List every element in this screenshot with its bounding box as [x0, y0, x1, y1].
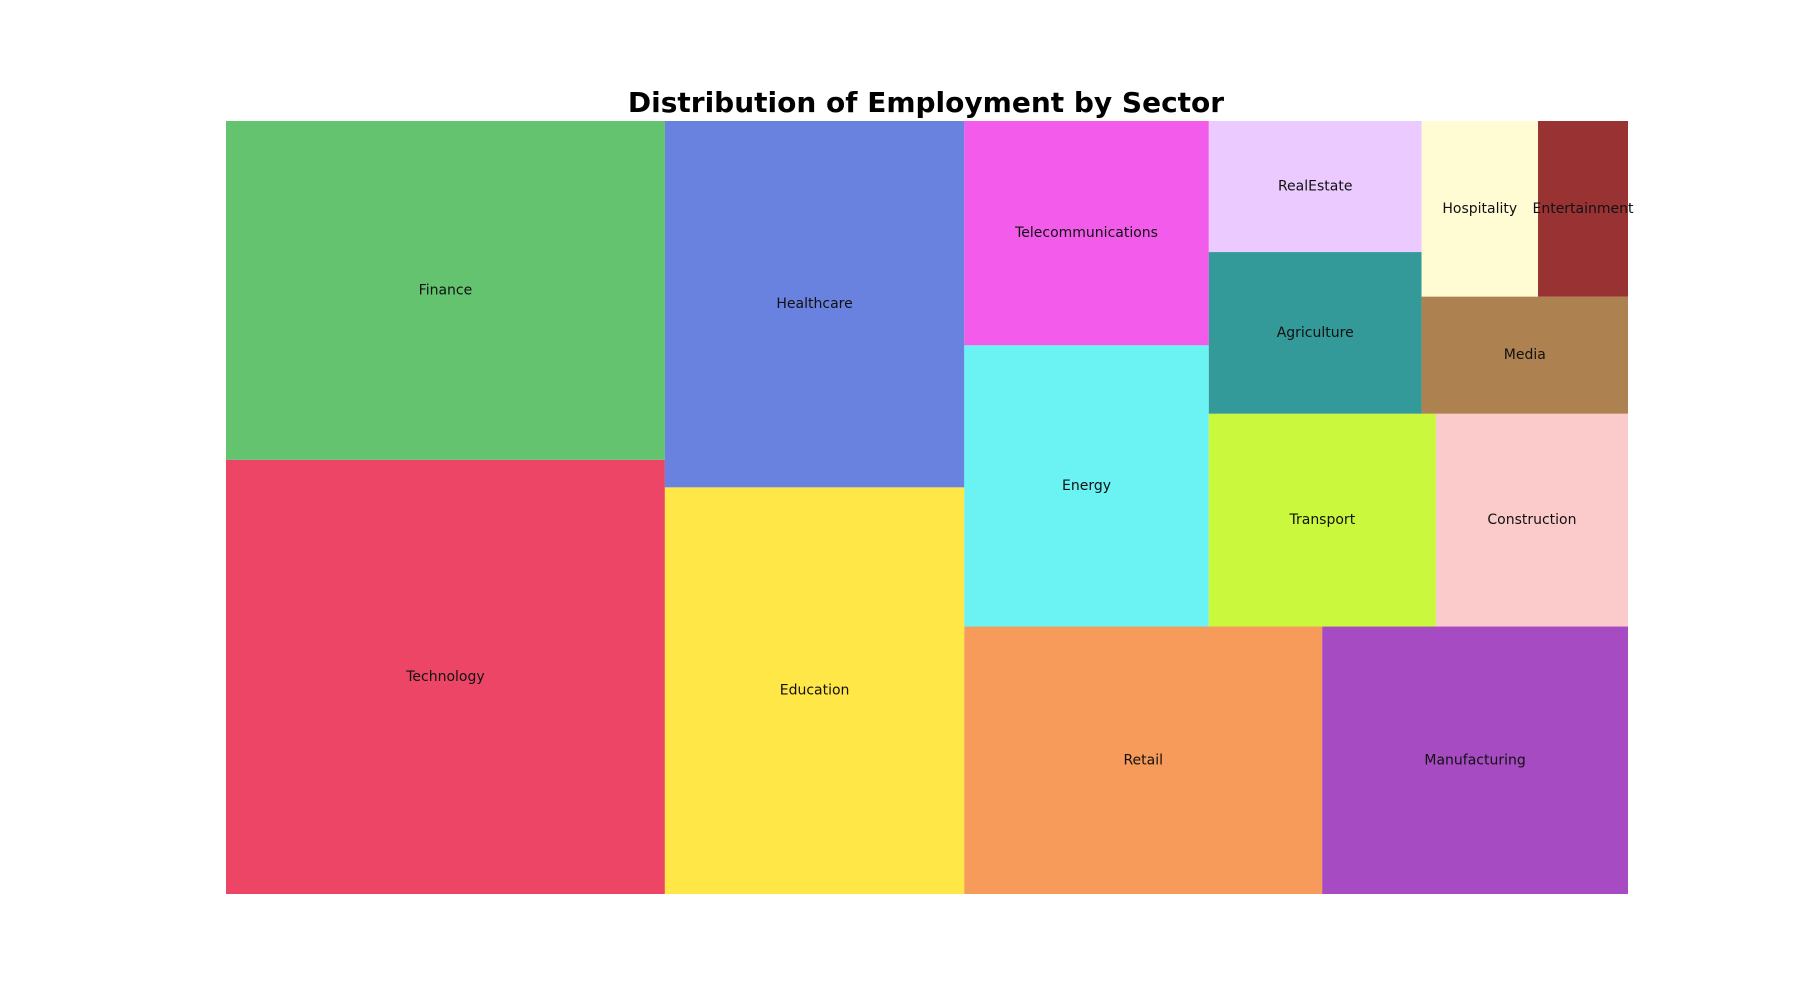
tile-label-hospitality: Hospitality: [1442, 201, 1517, 217]
tile-energy: [964, 345, 1209, 627]
tile-entertainment: [1538, 121, 1628, 297]
tile-telecommunications: [964, 121, 1209, 346]
tile-label-energy: Energy: [1062, 478, 1111, 494]
tile-finance: [226, 121, 665, 460]
tile-construction: [1435, 413, 1628, 627]
chart-title: Distribution of Employment by Sector: [628, 86, 1224, 119]
tile-label-realestate: RealEstate: [1278, 179, 1353, 195]
tile-label-healthcare: Healthcare: [776, 296, 852, 312]
tile-technology: [226, 459, 665, 894]
tile-retail: [964, 626, 1323, 894]
tile-manufacturing: [1322, 626, 1628, 894]
tile-label-transport: Transport: [1288, 512, 1355, 528]
tile-agriculture: [1208, 252, 1422, 414]
tile-hospitality: [1421, 121, 1539, 297]
tile-education: [664, 487, 965, 894]
tile-label-finance: Finance: [419, 282, 473, 298]
tile-label-manufacturing: Manufacturing: [1424, 752, 1525, 768]
tile-transport: [1208, 413, 1436, 627]
tile-label-technology: Technology: [405, 669, 484, 685]
tile-label-construction: Construction: [1487, 512, 1576, 528]
tile-healthcare: [664, 121, 965, 488]
tile-label-education: Education: [780, 683, 850, 699]
tile-label-entertainment: Entertainment: [1532, 201, 1634, 217]
tile-realestate: [1208, 121, 1422, 253]
tile-label-telecommunications: Telecommunications: [1014, 225, 1158, 241]
tile-label-retail: Retail: [1123, 752, 1163, 768]
tile-label-media: Media: [1504, 347, 1546, 363]
treemap-labels: Technology Finance Education Healthcare Reta…: [405, 179, 1634, 769]
tile-label-agriculture: Agriculture: [1277, 325, 1354, 341]
treemap-tiles: [226, 121, 1628, 894]
tile-media: [1421, 296, 1628, 414]
